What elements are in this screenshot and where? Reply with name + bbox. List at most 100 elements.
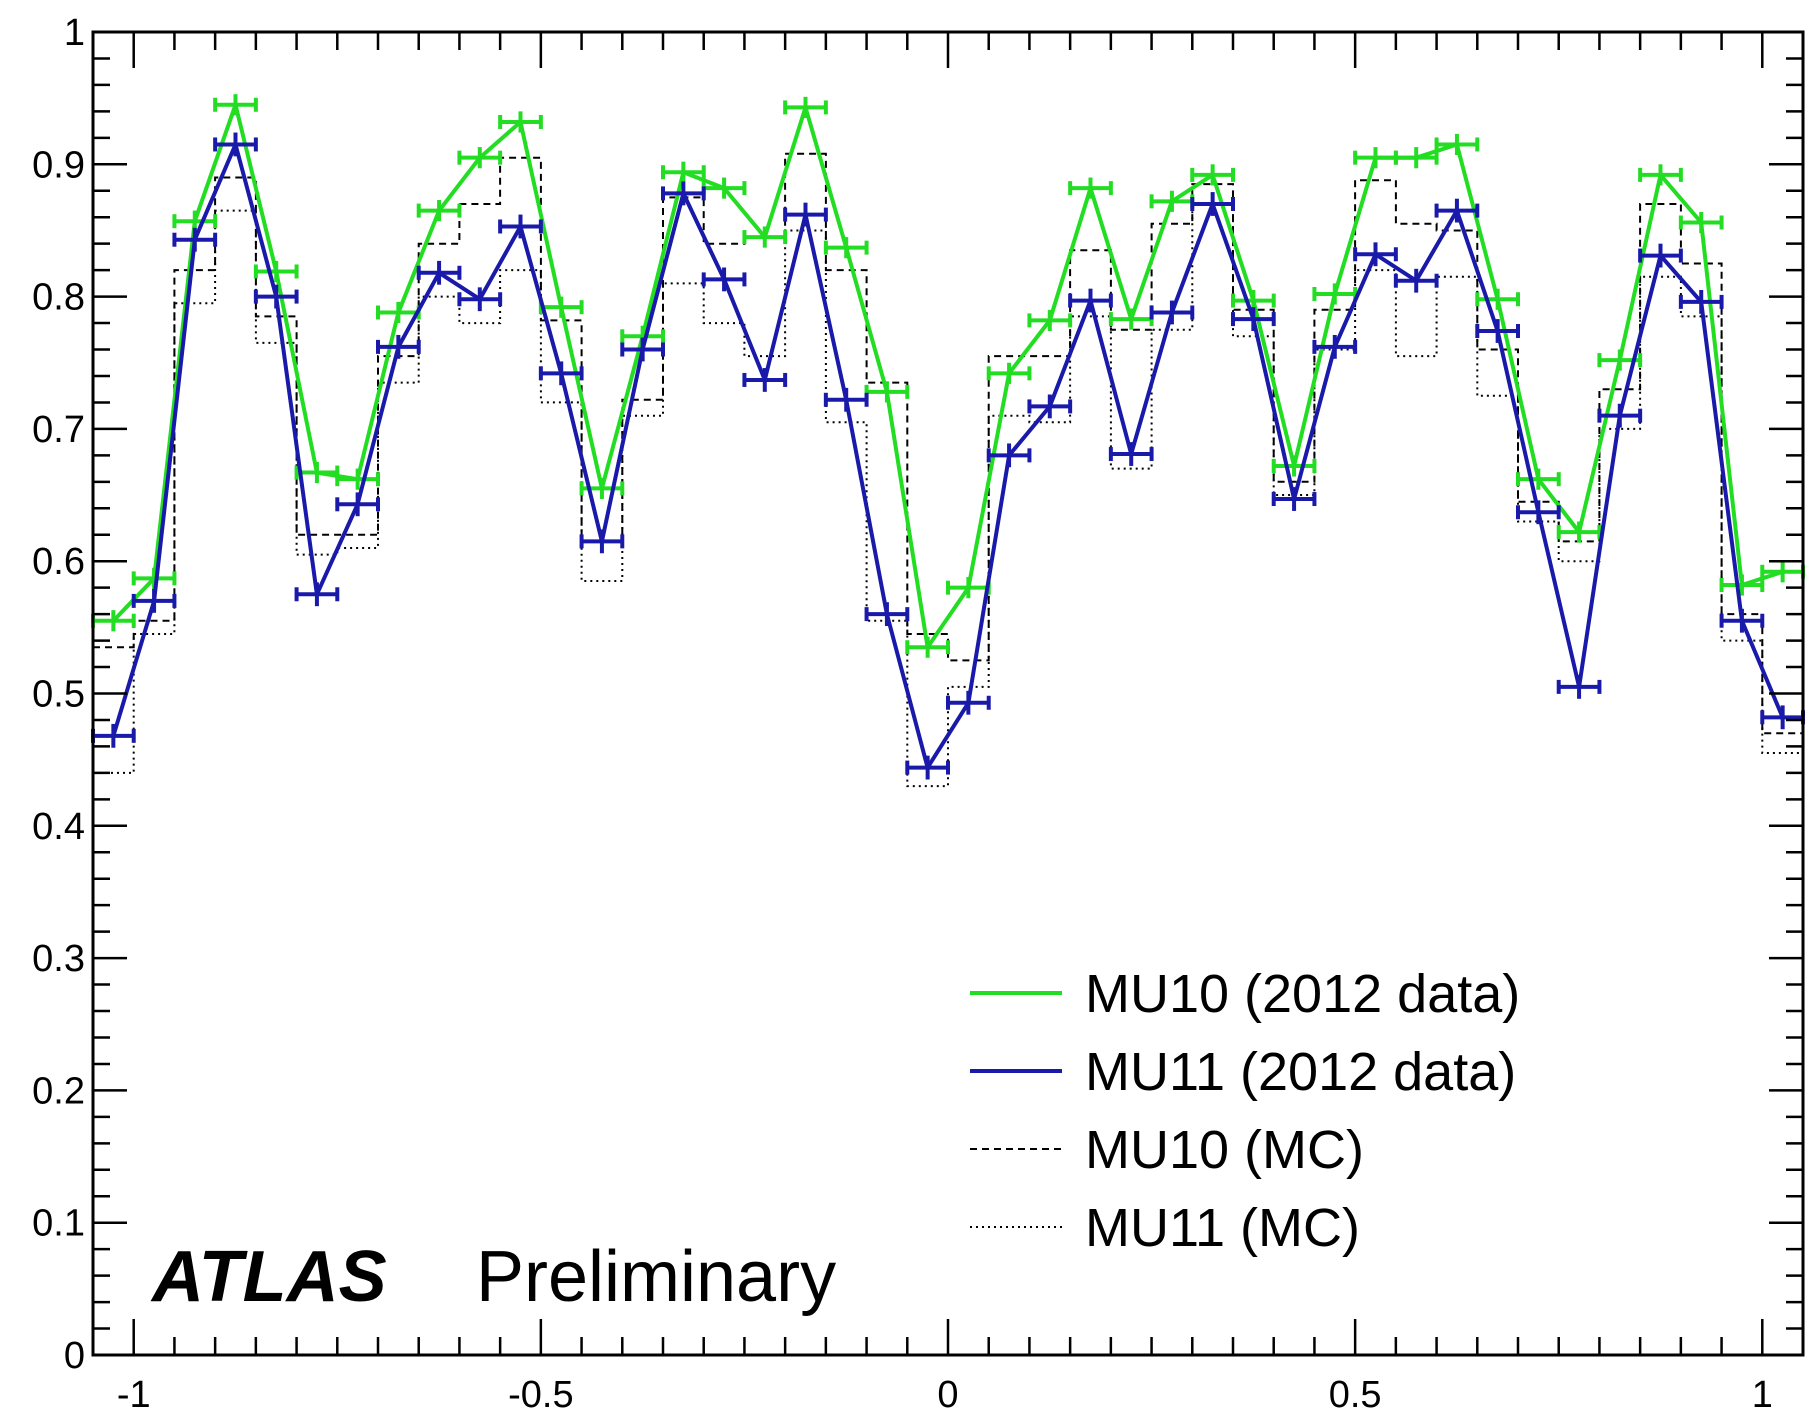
data-point xyxy=(1638,164,1683,186)
data-point xyxy=(1475,319,1520,343)
data-point xyxy=(946,690,991,715)
data-point xyxy=(1393,268,1439,293)
data-point xyxy=(1353,147,1398,169)
data-point xyxy=(1678,211,1724,234)
data-point xyxy=(620,337,665,362)
x-tick-label: 1 xyxy=(1752,1374,1773,1416)
data-point xyxy=(1271,455,1317,477)
mc-layer xyxy=(93,152,1803,788)
data-point xyxy=(661,181,706,206)
data-point xyxy=(1353,242,1398,267)
y-tick-label: 0.2 xyxy=(32,1070,85,1112)
data-point xyxy=(1312,334,1358,359)
data-point xyxy=(946,577,991,599)
data-point xyxy=(864,602,910,627)
data-point xyxy=(905,636,950,658)
data-point xyxy=(1760,561,1805,583)
atlas-label-preliminary: Preliminary xyxy=(476,1237,836,1317)
y-tick-label: 0.9 xyxy=(32,144,85,186)
y-tick-label: 0.3 xyxy=(32,938,85,980)
data-point xyxy=(701,177,747,199)
data-point xyxy=(1760,705,1805,730)
data-point xyxy=(335,492,380,517)
data-point xyxy=(457,147,503,169)
data-point xyxy=(986,362,1032,384)
series-line xyxy=(111,102,1784,650)
data-point xyxy=(661,161,706,183)
data-point xyxy=(1271,487,1317,511)
legend-label: MU11 (MC) xyxy=(1085,1198,1360,1258)
data-point xyxy=(1719,608,1765,633)
data-point xyxy=(1108,308,1154,330)
data-point xyxy=(335,468,380,490)
atlas-label: ATLAS Preliminary xyxy=(150,1237,836,1317)
data-point xyxy=(1027,394,1073,419)
data-point xyxy=(1231,289,1276,312)
data-point xyxy=(1516,468,1561,490)
data-point xyxy=(1312,283,1358,305)
y-tick-label: 0.6 xyxy=(32,541,85,583)
legend: MU10 (2012 data) MU11 (2012 data) MU10 (MC… xyxy=(970,964,1520,1258)
data-point xyxy=(1678,289,1724,314)
data-point xyxy=(213,94,258,116)
data-point xyxy=(986,443,1032,468)
data-point xyxy=(1597,403,1643,428)
data-point xyxy=(1434,133,1480,156)
data-series-1 xyxy=(91,94,1805,658)
y-tick-label: 0 xyxy=(64,1335,85,1377)
data-series-2 xyxy=(91,132,1805,780)
data-point xyxy=(498,214,543,239)
data-point xyxy=(498,111,543,133)
data-layer xyxy=(91,94,1805,780)
data-point xyxy=(1190,192,1235,216)
y-tick-label: 0.5 xyxy=(32,674,85,716)
x-tick-label: 0.5 xyxy=(1329,1374,1382,1416)
y-tick-label: 0.8 xyxy=(32,277,85,319)
y-tick-label: 0.1 xyxy=(32,1203,85,1245)
atlas-label-bold: ATLAS xyxy=(150,1237,387,1317)
legend-label: MU11 (2012 data) xyxy=(1085,1042,1516,1102)
data-point xyxy=(1475,288,1520,310)
data-point xyxy=(131,588,177,613)
data-point xyxy=(1108,442,1154,466)
data-point xyxy=(1719,574,1765,596)
data-point xyxy=(457,287,503,312)
data-point xyxy=(1149,300,1195,325)
data-point xyxy=(294,582,340,607)
data-point xyxy=(1556,674,1602,699)
data-point xyxy=(1231,307,1276,331)
data-point xyxy=(783,96,828,118)
legend-label: MU10 (2012 data) xyxy=(1085,964,1520,1024)
y-tick-label: 0.7 xyxy=(32,409,85,451)
data-point xyxy=(376,334,421,359)
data-point xyxy=(253,284,299,309)
data-point xyxy=(823,237,869,259)
data-point xyxy=(742,368,788,392)
data-point xyxy=(742,226,788,248)
data-point xyxy=(1516,500,1561,525)
axes-layer: 0 0.1 0.2 0.3 0.4 0.5 0.6 0.7 0.8 0.9 1 -1 -0.5 0 0.5 1 xyxy=(32,12,1805,1416)
y-tick-label: 1 xyxy=(64,12,85,54)
data-point xyxy=(213,132,258,157)
data-point xyxy=(538,361,584,386)
data-point xyxy=(579,529,625,554)
data-point xyxy=(701,267,747,292)
data-point xyxy=(91,723,136,748)
data-point xyxy=(1068,288,1113,313)
data-point xyxy=(1434,198,1480,223)
data-point xyxy=(783,202,828,227)
data-point xyxy=(1638,243,1683,268)
data-point xyxy=(1393,147,1439,169)
data-point xyxy=(1190,164,1235,186)
series-line xyxy=(111,142,1785,770)
data-point xyxy=(1027,309,1073,331)
data-point xyxy=(416,260,462,285)
legend-label: MU10 (MC) xyxy=(1085,1120,1364,1180)
x-tick-label: -0.5 xyxy=(508,1374,573,1416)
data-point xyxy=(172,227,218,252)
data-point xyxy=(253,260,299,283)
data-point xyxy=(1556,521,1602,543)
y-tick-label: 0.4 xyxy=(32,806,85,848)
data-point xyxy=(905,755,950,780)
